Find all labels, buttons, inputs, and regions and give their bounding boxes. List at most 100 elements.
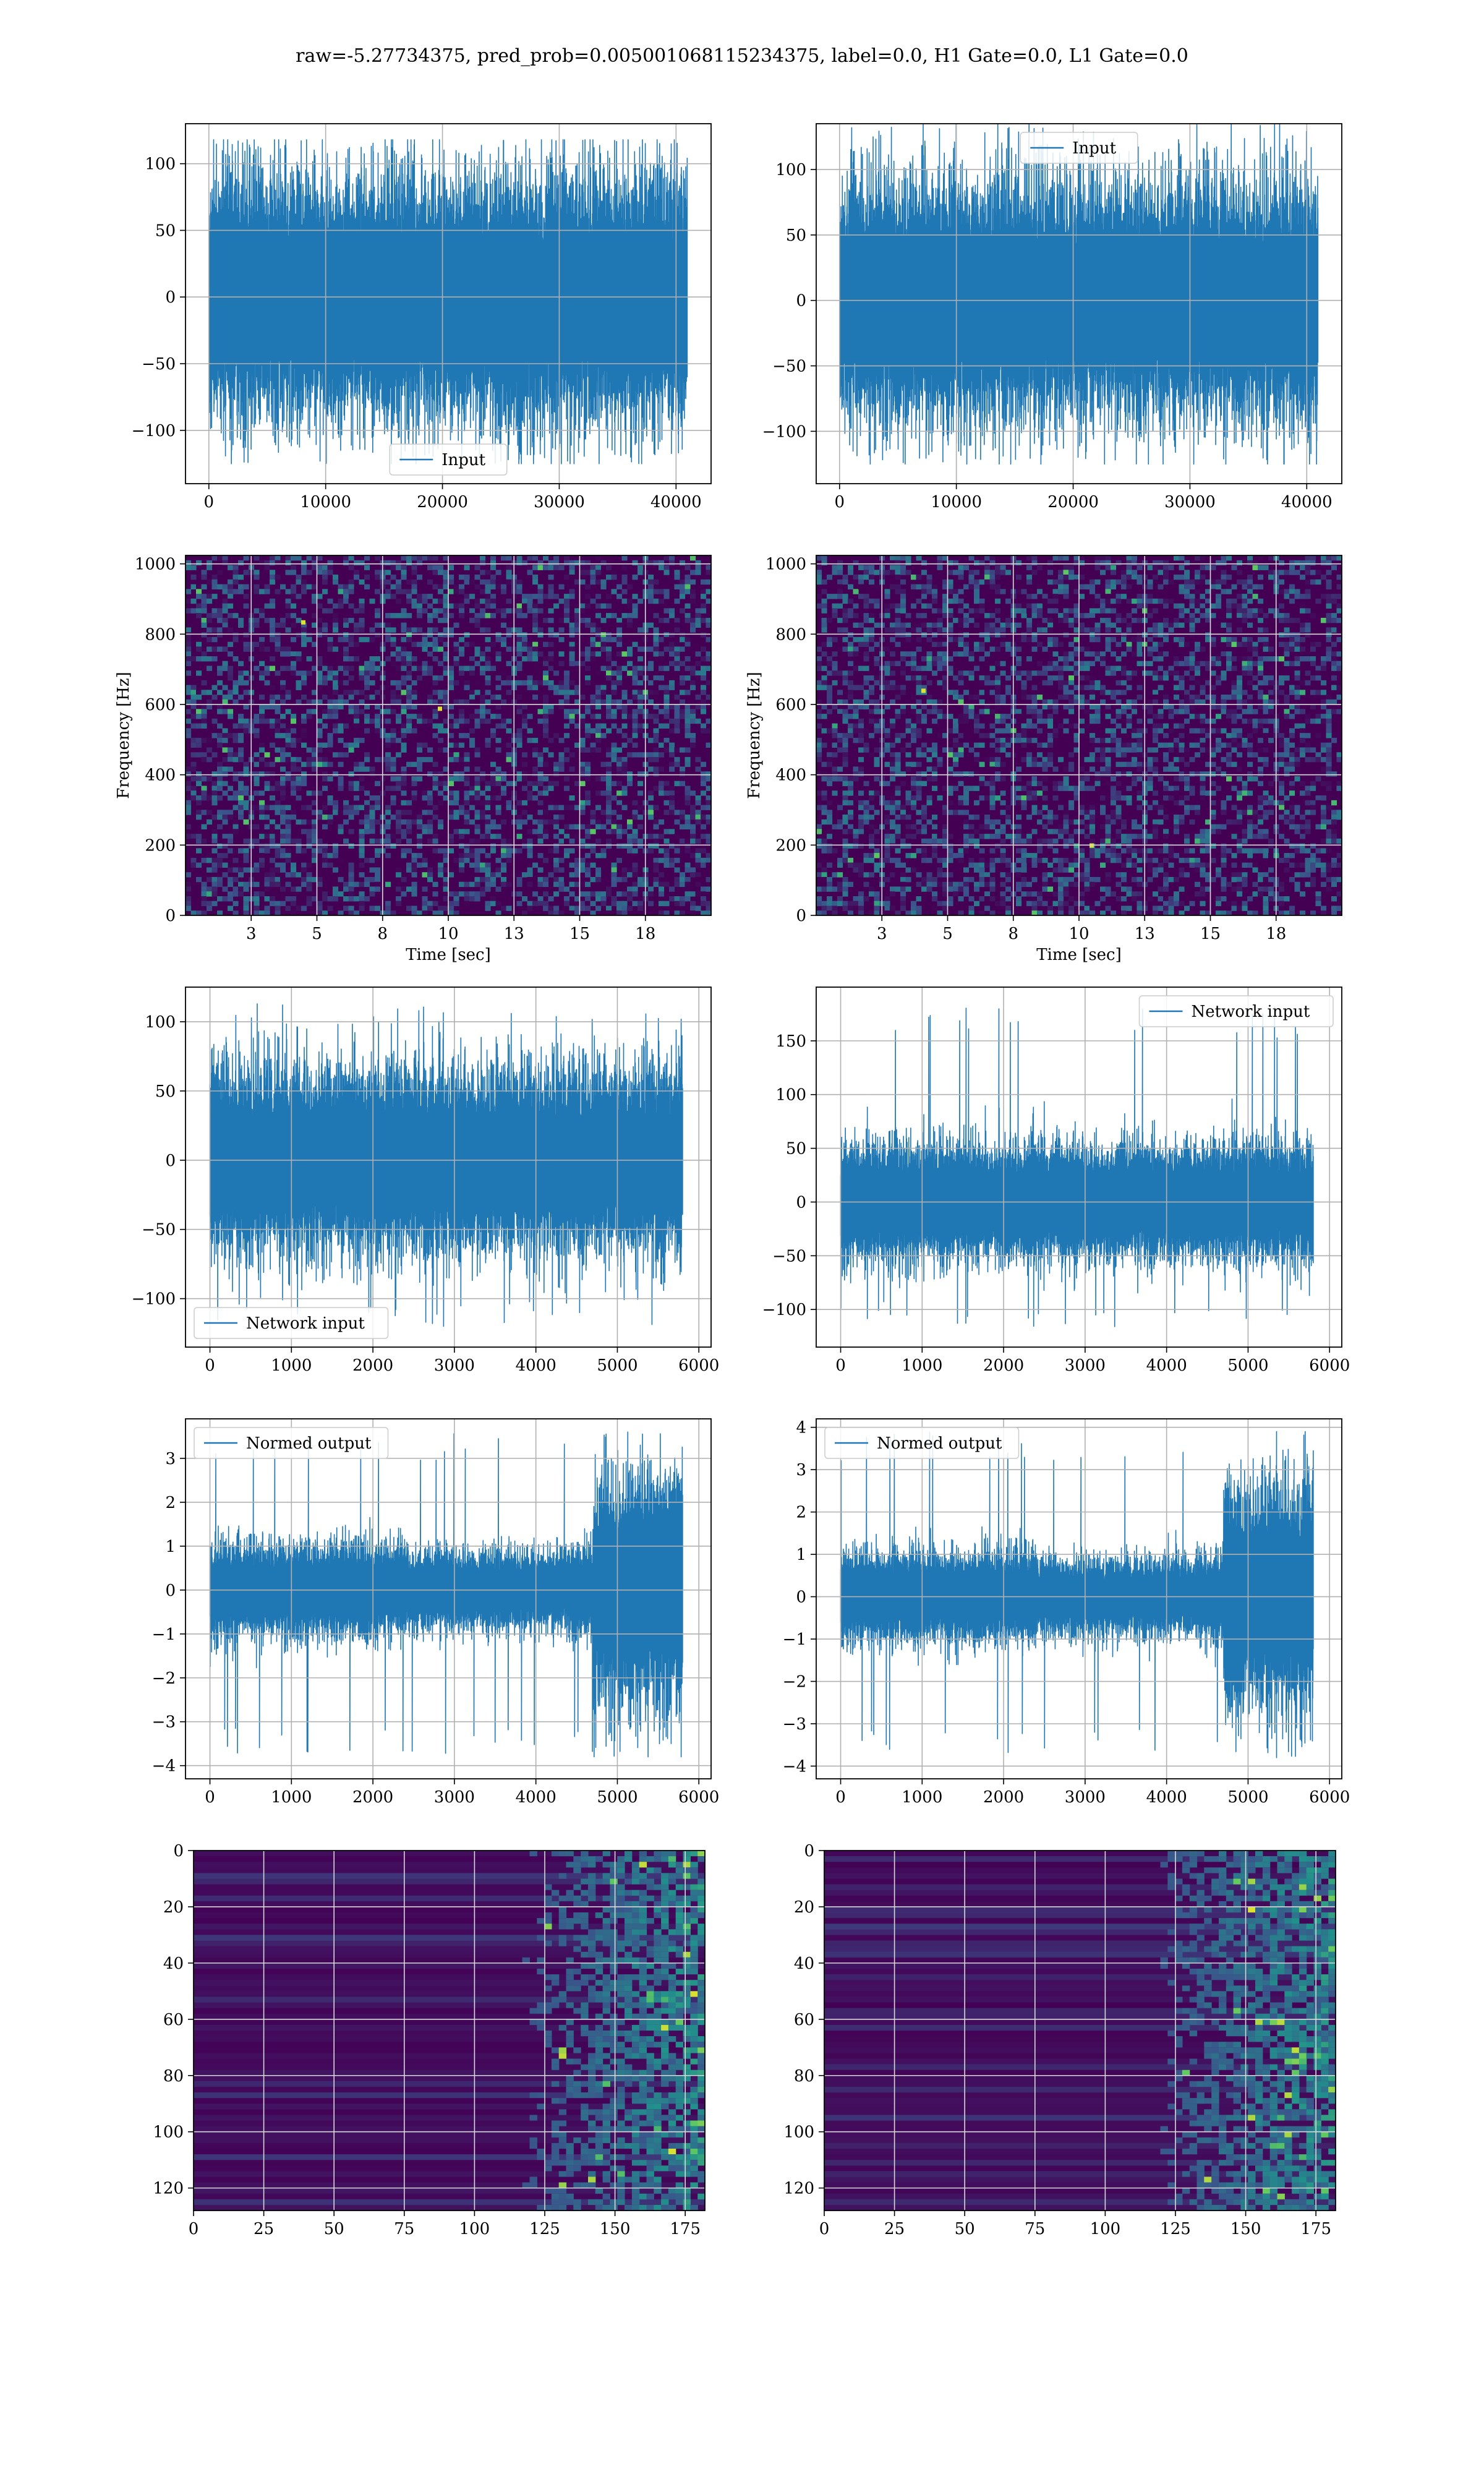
heatmap-cell [422,790,428,796]
heatmap-cell [459,843,465,849]
heatmap-cell [606,632,612,638]
heatmap-cell [406,704,412,709]
heatmap-cell [837,733,843,738]
x-tick-label: 20000 [1047,493,1099,511]
heatmap-cell [701,646,707,652]
heatmap-cell [1005,641,1012,648]
heatmap-cell [606,910,612,916]
heatmap-cell [853,728,859,734]
heatmap-cell [674,819,680,825]
heatmap-cell [527,632,533,638]
heatmap-cell [275,555,281,561]
heatmap-cell [701,603,707,609]
heatmap-cell [322,617,328,623]
heatmap-cell [680,636,686,643]
heatmap-cell [595,776,602,782]
heatmap-cell [937,709,943,714]
heatmap-cell [690,680,696,686]
heatmap-cell [333,867,339,873]
heatmap-cell [401,733,407,738]
heatmap-cell [207,613,213,618]
heatmap-cell [385,570,391,575]
heatmap-cell [490,575,497,580]
heatmap-cell [869,857,875,863]
heatmap-cell [916,896,922,902]
heatmap-cell [238,872,244,878]
heatmap-cell [905,829,911,834]
heatmap-cell [989,656,996,662]
heatmap-cell [638,790,644,796]
heatmap-cell [369,838,375,844]
heatmap-cell [537,905,544,911]
heatmap-cell [874,896,880,902]
heatmap-cell [1031,709,1038,714]
heatmap-cell [648,560,654,566]
heatmap-cell [201,622,207,628]
heatmap-cell [579,838,586,844]
x-tick-label: 20000 [417,493,468,511]
x-tick-label: 30000 [534,493,585,511]
heatmap-cell [595,690,602,695]
heatmap-cell [953,723,959,729]
heatmap-cell [411,872,417,878]
heatmap-cell [443,584,449,589]
heatmap-cell [516,651,522,657]
heatmap-cell [459,800,465,806]
heatmap-cell [312,752,318,758]
heatmap-cell [364,752,370,758]
heatmap-cell [548,680,554,686]
heatmap-cell [663,646,670,652]
heatmap-cell [569,910,575,916]
heatmap-cell [905,824,911,829]
heatmap-cell [270,815,276,820]
heatmap-cell [911,651,917,657]
heatmap-cell [890,723,896,729]
heatmap-cell [674,848,680,854]
heatmap-cell [1042,795,1048,801]
heatmap-cell [816,709,822,714]
heatmap-cell [569,656,575,662]
heatmap-cell [443,886,449,892]
heatmap-cell [953,651,959,657]
heatmap-cell [375,718,381,724]
heatmap-cell [543,675,549,681]
heatmap-cell [621,704,628,709]
heatmap-cell [343,589,349,594]
heatmap-cell [832,594,838,599]
heatmap-cell [669,632,675,638]
heatmap-hotspot [301,620,305,625]
heatmap-cell [516,834,522,839]
heatmap-cell [848,651,854,657]
heatmap-cell [427,795,433,801]
heatmap-cell [411,704,417,709]
heatmap-cell [958,589,964,594]
heatmap-cell [401,651,407,657]
heatmap-cell [1037,709,1043,714]
heatmap-cell [354,742,360,748]
heatmap-cell [190,575,197,580]
heatmap-cell [1016,646,1022,652]
heatmap-cell [1031,891,1038,897]
x-tick-label: 18 [635,925,655,943]
heatmap-cell [821,714,827,719]
heatmap-cell [616,810,623,815]
heatmap-cell [680,872,686,878]
heatmap-cell [343,617,349,623]
heatmap-cell [989,848,996,854]
heatmap-cell [396,867,402,873]
heatmap-cell [322,815,328,820]
heatmap-cell [506,848,512,854]
heatmap-cell [574,862,581,868]
heatmap-cell [516,579,522,585]
heatmap-cell [354,723,360,729]
heatmap-cell [984,579,991,585]
heatmap-cell [469,805,475,810]
heatmap-cell [385,901,391,907]
heatmap-cell [411,819,417,825]
heatmap-cell [1021,680,1027,686]
heatmap-cell [396,886,402,892]
heatmap-cell [1005,819,1012,825]
heatmap-cell [333,752,339,758]
heatmap-cell [585,680,591,686]
heatmap-cell [926,666,932,671]
